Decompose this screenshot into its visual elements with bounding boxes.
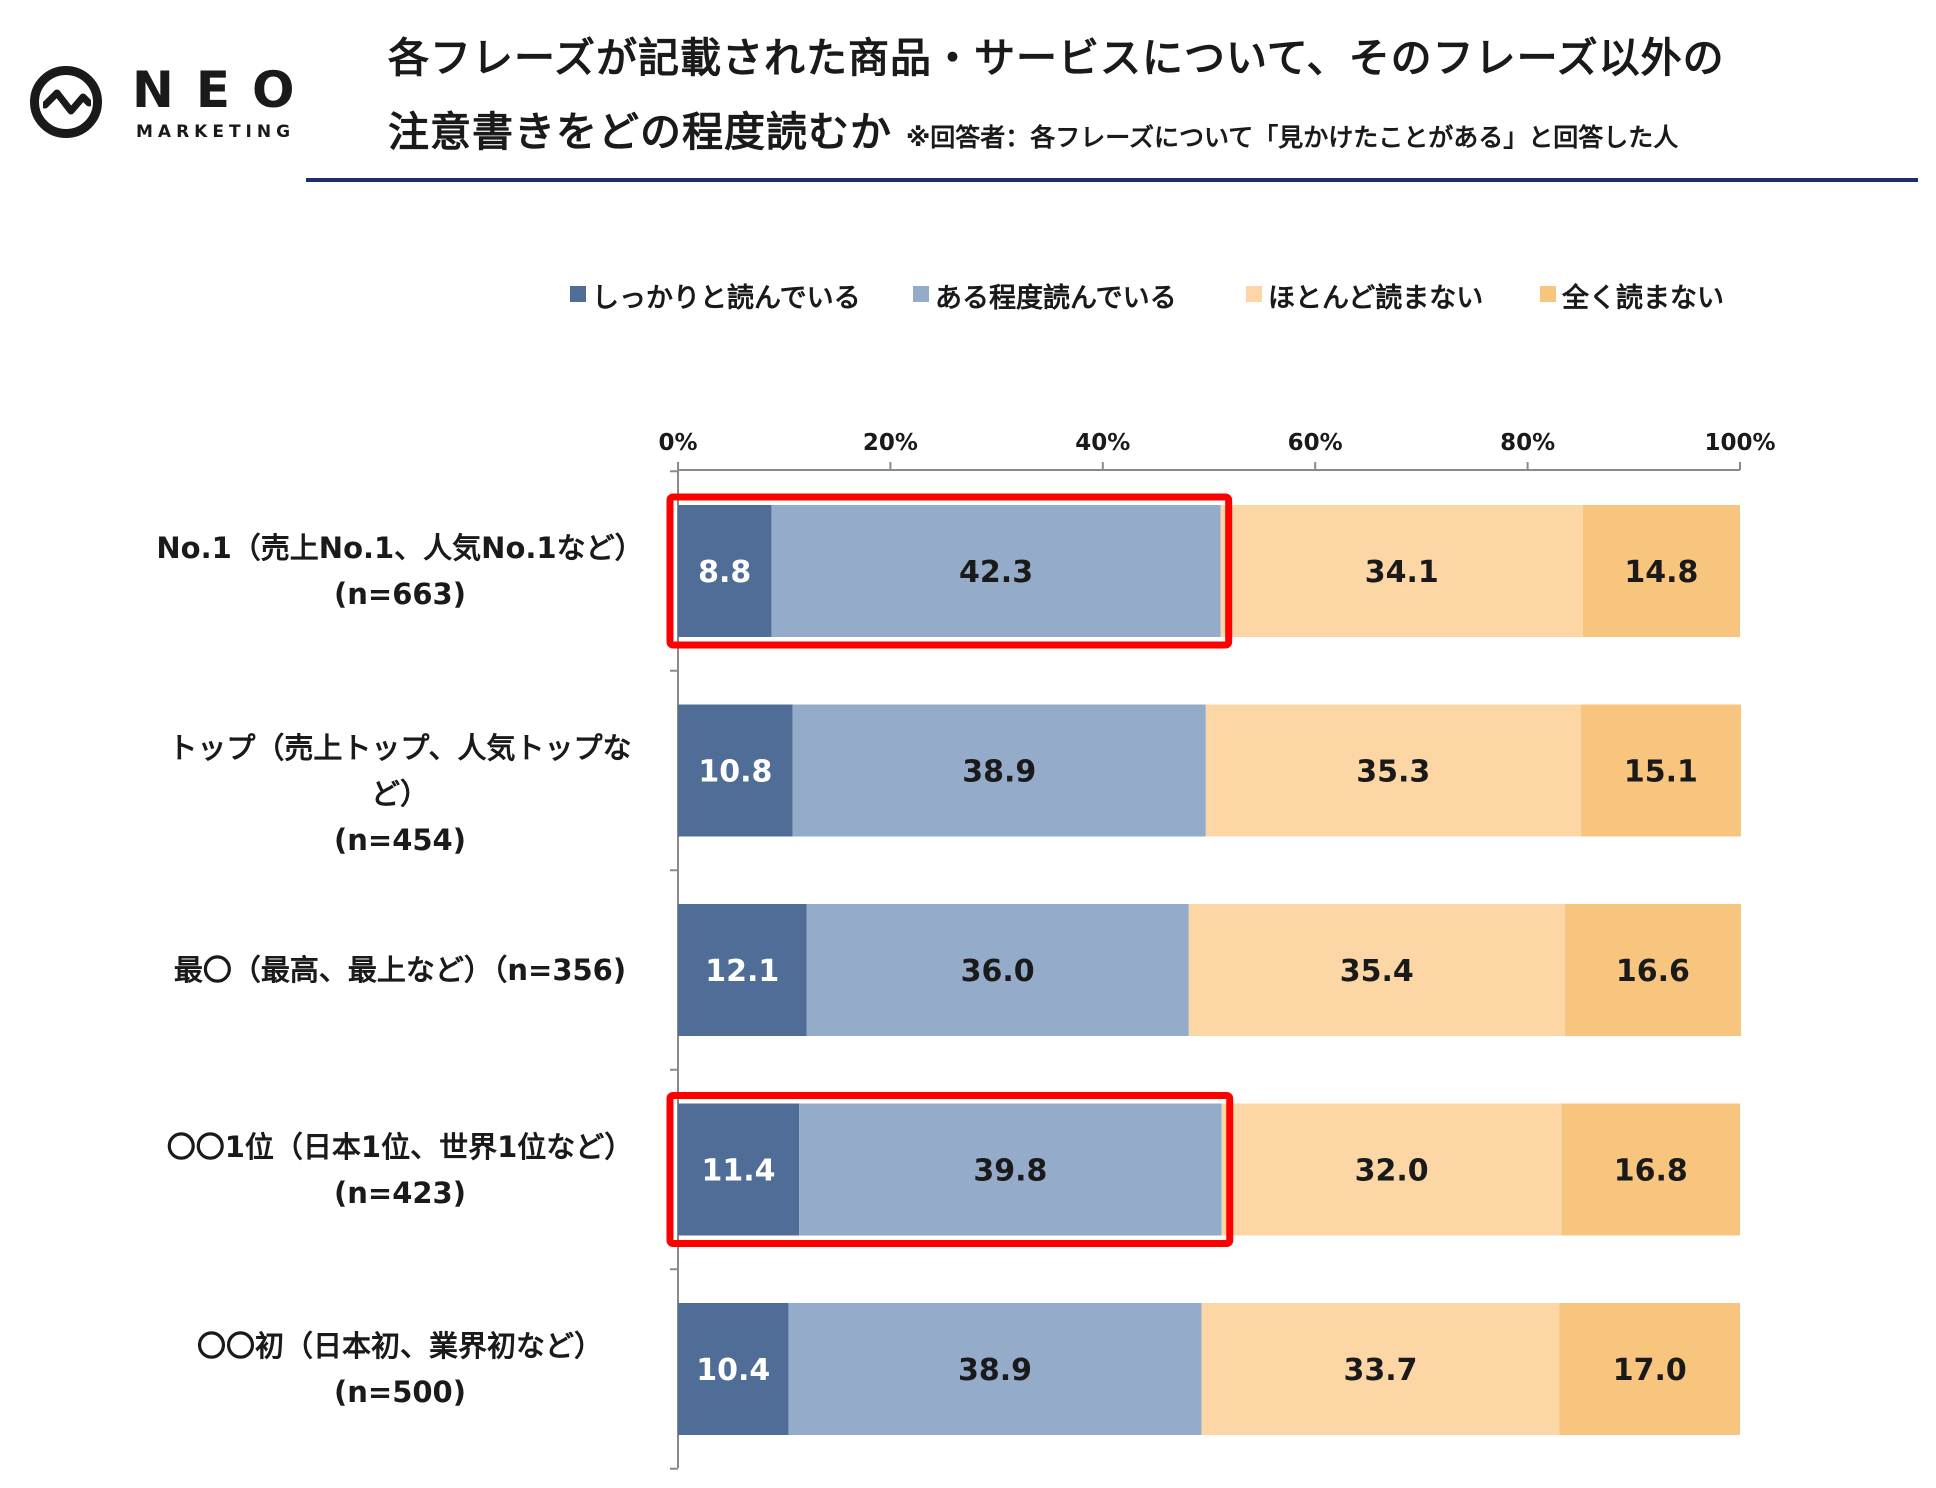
page-title-line2: 注意書きをどの程度読むか ※回答者：各フレーズについて「見かけたことがある」と回答… [388, 98, 1678, 158]
category-label: No.1（売上No.1、人気No.1など） (n=663) [150, 525, 650, 617]
bar-segment [1582, 505, 1740, 637]
category-label-line: (n=423) [334, 1175, 466, 1210]
bar-value-label: 17.0 [1613, 1353, 1687, 1388]
bar-value-label: 14.8 [1624, 555, 1698, 590]
category-label: 最〇（最高、最上など）（n=356) [150, 947, 650, 993]
bar-segment [799, 1103, 1222, 1236]
bar-segment [678, 505, 772, 637]
logo-wordmark: NEO [132, 61, 317, 119]
category-label: トップ（売上トップ、人気トップなど） (n=454) [150, 725, 650, 863]
bar-segment [678, 904, 807, 1036]
bar-value-label: 35.3 [1356, 755, 1430, 790]
x-tick-label: 0% [658, 430, 697, 456]
x-tick-label: 40% [1075, 430, 1130, 456]
bar-value-label: 8.8 [698, 555, 751, 590]
logo-wave-icon [30, 66, 102, 138]
category-label-line: 〇〇1位（日本1位、世界1位など） [166, 1129, 634, 1164]
neo-marketing-logo: NEO MARKETING [28, 62, 308, 152]
bar-value-label: 38.9 [958, 1353, 1032, 1388]
title-underline [306, 178, 1918, 182]
category-label-line: 最〇（最高、最上など）（n=356) [173, 953, 627, 987]
bar-segment [678, 1103, 800, 1236]
bar-segment [806, 904, 1189, 1036]
legend-item: しっかりと読んでいる [570, 276, 861, 315]
bar-value-label: 38.9 [962, 755, 1036, 790]
respondent-note: ※回答者：各フレーズについて「見かけたことがある」と回答した人 [906, 123, 1679, 152]
bar-segment [1188, 904, 1565, 1036]
legend-label: しっかりと読んでいる [592, 283, 861, 314]
bar-segment [678, 704, 793, 837]
bar-value-label: 12.1 [705, 954, 779, 989]
page-title-line2-text: 注意書きをどの程度読むか [388, 108, 892, 156]
category-label-line: (n=500) [334, 1375, 466, 1409]
legend-swatch [1540, 285, 1556, 302]
category-label-line: (n=454) [334, 822, 466, 857]
bar-segment [1201, 1303, 1560, 1435]
bar-value-label: 34.1 [1365, 555, 1439, 590]
legend-label: ある程度読んでいる [935, 283, 1177, 314]
bar-value-label: 10.8 [698, 755, 772, 790]
category-label-line: トップ（売上トップ、人気トップなど） [168, 730, 632, 811]
x-tick-label: 20% [863, 430, 918, 456]
legend-swatch [1246, 285, 1262, 302]
bar-segment [1559, 1303, 1740, 1435]
legend-item: ある程度読んでいる [913, 276, 1177, 315]
x-tick-label: 60% [1288, 430, 1343, 456]
bar-value-label: 39.8 [973, 1154, 1047, 1189]
bar-value-label: 15.1 [1624, 755, 1698, 790]
bar-segment [1564, 904, 1742, 1036]
legend-swatch [913, 285, 929, 302]
logo-subtitle: MARKETING [136, 122, 296, 142]
legend-label: 全く読まない [1562, 283, 1724, 314]
bar-segment [1205, 704, 1581, 837]
bar-segment [678, 1303, 789, 1435]
bar-value-label: 11.4 [702, 1154, 776, 1189]
bar-value-label: 35.4 [1340, 954, 1414, 989]
legend-item: ほとんど読まない [1246, 276, 1483, 315]
bar-value-label: 33.7 [1343, 1353, 1417, 1388]
bar-segment [1220, 505, 1583, 637]
highlight-box [666, 1092, 1234, 1247]
highlight-box [666, 493, 1233, 649]
bar-value-label: 36.0 [961, 954, 1035, 989]
bar-value-label: 16.8 [1614, 1154, 1688, 1189]
x-tick-label: 100% [1704, 430, 1775, 456]
bar-value-label: 32.0 [1355, 1154, 1429, 1189]
bar-segment [1580, 704, 1742, 837]
category-label-line: No.1（売上No.1、人気No.1など） [156, 531, 644, 565]
bar-segment [788, 1303, 1202, 1435]
bar-segment [792, 704, 1206, 837]
bar-value-label: 42.3 [959, 555, 1033, 590]
bar-segment [771, 505, 1221, 637]
category-label: 〇〇初（日本初、業界初など） (n=500) [150, 1323, 650, 1415]
category-label-line: 〇〇初（日本初、業界初など） [196, 1329, 603, 1363]
legend-item: 全く読まない [1540, 276, 1724, 315]
bar-value-label: 10.4 [696, 1353, 770, 1388]
category-label-line: (n=663) [334, 577, 466, 611]
page-title-line1: 各フレーズが記載された商品・サービスについて、そのフレーズ以外の [388, 34, 1725, 82]
bar-value-label: 16.6 [1616, 954, 1690, 989]
bar-segment [1561, 1103, 1740, 1236]
category-label: 〇〇1位（日本1位、世界1位など） (n=423) [150, 1124, 650, 1216]
legend-label: ほとんど読まない [1268, 283, 1484, 314]
bar-segment [1221, 1103, 1562, 1236]
legend-swatch [570, 285, 586, 302]
x-tick-label: 80% [1500, 430, 1555, 456]
